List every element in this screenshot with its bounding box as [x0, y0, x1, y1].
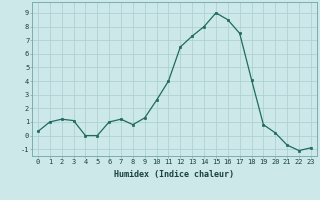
X-axis label: Humidex (Indice chaleur): Humidex (Indice chaleur)	[115, 170, 234, 179]
